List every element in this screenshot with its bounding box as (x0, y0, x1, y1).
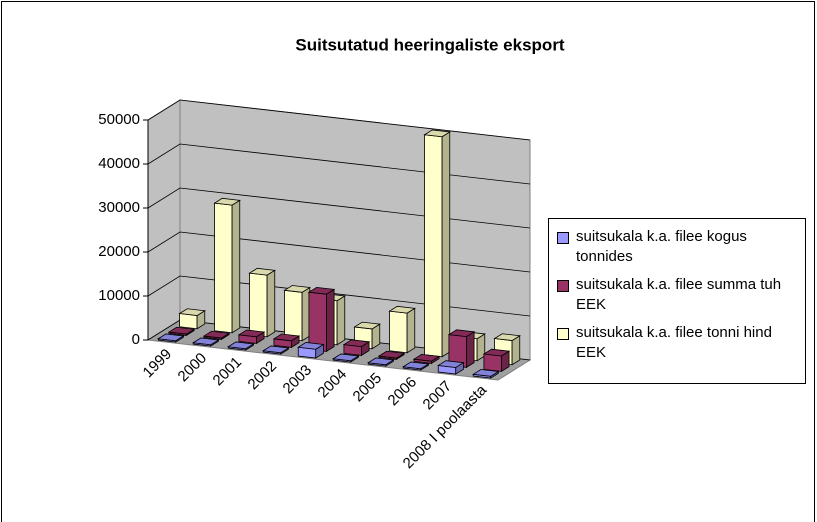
bar-top (157, 333, 185, 342)
grid-line (147, 187, 531, 229)
bar (178, 308, 206, 330)
bar (412, 353, 441, 365)
bar-top (412, 353, 441, 362)
y-tick-label: 40000 (98, 155, 140, 172)
bar-top (167, 326, 196, 335)
legend-label: suitsukala k.a. filee tonni hind EEK (576, 324, 772, 361)
bar (248, 267, 276, 338)
legend-entry: suitsukala k.a. filee tonni hind EEK (555, 323, 799, 363)
y-tick-label: 30000 (98, 199, 140, 216)
grid-line (147, 99, 531, 141)
legend-label: suitsukala k.a. filee kogus tonnides (576, 228, 747, 265)
bar-top (482, 348, 511, 357)
bar-front (179, 313, 198, 330)
bar-top (307, 286, 336, 295)
bar (262, 345, 290, 355)
bar-top (283, 285, 311, 293)
bar (272, 333, 301, 349)
bar-top (342, 339, 371, 348)
bar (377, 350, 406, 361)
bar (388, 305, 416, 354)
y-tick-label: 10000 (98, 287, 140, 304)
legend-swatch (557, 232, 569, 244)
bar-top (402, 361, 430, 370)
bar-side (336, 295, 346, 346)
bar (367, 357, 395, 367)
bar-side (466, 331, 475, 369)
bar (342, 339, 371, 357)
legend: suitsukala k.a. filee kogus tonnides suit… (548, 218, 806, 384)
bar-front (249, 272, 268, 338)
bar-side (266, 269, 276, 338)
bar-top (213, 197, 241, 206)
y-tick-label: 50000 (98, 111, 140, 128)
legend-entry: suitsukala k.a. filee summa tuh EEK (555, 275, 799, 315)
bar-top (178, 308, 206, 316)
bar (307, 286, 336, 353)
grid-line (147, 143, 531, 185)
bar-top (248, 267, 276, 276)
bar (202, 330, 231, 341)
bar-side (231, 199, 241, 334)
bar-top (447, 329, 476, 338)
bar-top (272, 333, 301, 342)
grid-line (147, 275, 531, 317)
bar-top (237, 329, 266, 338)
bar-top (367, 357, 395, 366)
bar-front (284, 289, 303, 342)
legend-label: suitsukala k.a. filee summa tuh EEK (576, 276, 782, 313)
bar-top (437, 360, 465, 368)
bar-top (388, 305, 416, 314)
bar-side (441, 131, 451, 358)
bar-top (353, 321, 381, 330)
bar-top (202, 330, 231, 339)
bar-front (308, 291, 327, 352)
bar (167, 326, 196, 337)
bar-front (483, 353, 502, 372)
bar (227, 341, 255, 351)
y-tick-label: 20000 (98, 243, 140, 260)
bar (402, 361, 430, 371)
legend-swatch (557, 328, 569, 340)
bar (213, 197, 241, 334)
left-wall (147, 99, 181, 341)
bar-top (192, 337, 220, 346)
bar-top (297, 342, 325, 350)
grid-line (147, 231, 531, 273)
chart-title: Suitsutatud heeringaliste eksport (295, 35, 565, 54)
bar (447, 329, 476, 369)
legend-swatch (557, 280, 569, 292)
bar (283, 285, 311, 342)
bar-front (389, 310, 408, 354)
bar-top (332, 353, 360, 362)
bar-top (377, 350, 406, 359)
bar-side (326, 288, 335, 353)
bar (472, 369, 500, 379)
bar (157, 333, 185, 343)
bar-top (423, 129, 451, 138)
bar-side (406, 307, 416, 354)
bar-top (227, 341, 255, 350)
bar (237, 329, 266, 345)
bar (423, 129, 451, 358)
bar-front (424, 134, 443, 358)
bar-top (493, 333, 521, 341)
bar (332, 353, 360, 363)
bar (437, 360, 465, 375)
bar-top (472, 369, 500, 377)
legend-entry: suitsukala k.a. filee kogus tonnides (555, 227, 799, 267)
y-tick-label: 0 (132, 331, 140, 348)
bar (353, 321, 381, 350)
bar (297, 342, 325, 359)
bar (192, 337, 220, 347)
bar (482, 348, 511, 373)
bar-front (214, 202, 233, 334)
bar-top (262, 345, 290, 354)
